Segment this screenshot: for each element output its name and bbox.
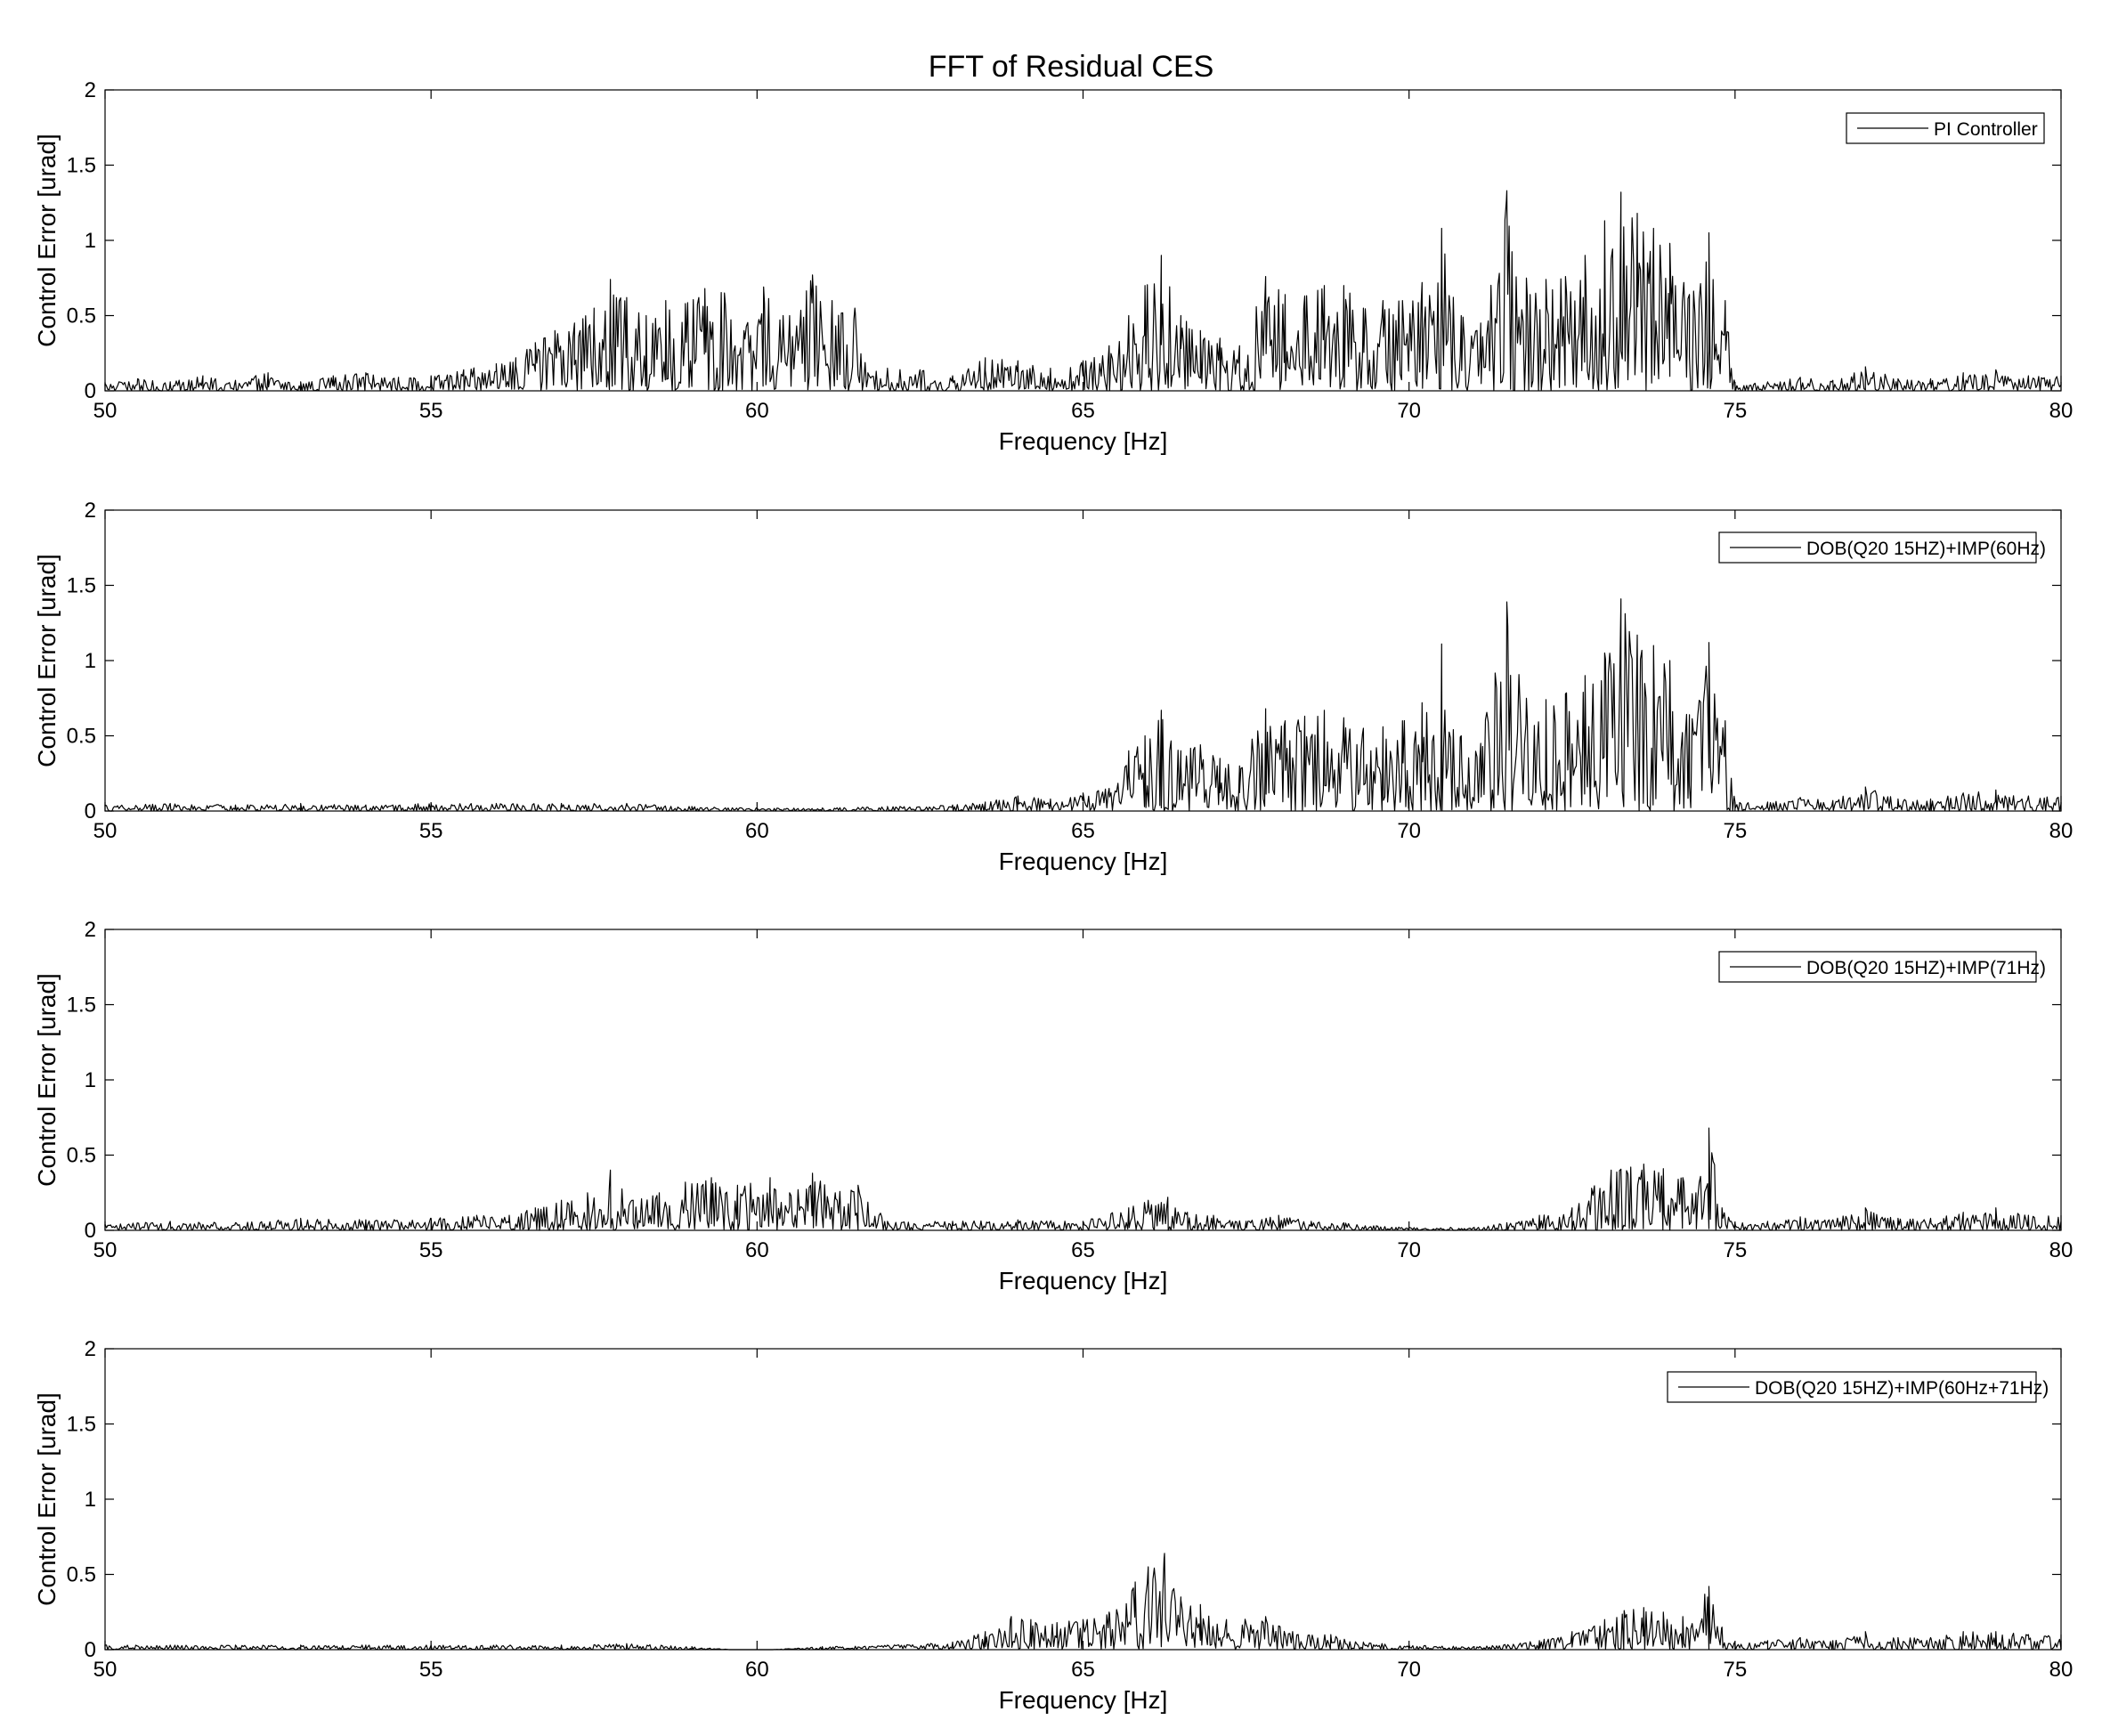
x-tick-label: 70 [1397,819,1421,843]
x-tick-label: 75 [1723,1658,1747,1682]
x-tick-label: 55 [419,1658,443,1682]
x-tick-label: 80 [2049,819,2073,843]
legend-label: PI Controller [1934,119,2038,140]
x-tick-label: 80 [2049,1658,2073,1682]
x-tick-label: 55 [419,399,443,423]
subplot-4: 50 55 60 65 70 75 80 0 0.5 1 1.5 2 Frequency [Hz] Con… [33,1337,2073,1714]
x-tick-label: 75 [1723,1238,1747,1262]
x-tick-label: 60 [745,399,769,423]
y-tick-label: 0.5 [67,725,96,749]
y-tick-label: 0 [85,1219,96,1243]
y-axis-label: Control Error [urad] [33,1392,61,1606]
y-tick-label: 2 [85,918,96,942]
legend-label: DOB(Q20 15HZ)+IMP(60Hz+71Hz) [1755,1378,2049,1399]
x-axis-label: Frequency [Hz] [999,427,1168,455]
y-tick-label: 2 [85,78,96,102]
y-tick-label: 0 [85,799,96,823]
legend: DOB(Q20 15HZ)+IMP(60Hz) [1718,531,2046,564]
subplot-panels: 50 55 60 65 70 75 80 0 0.5 1 1.5 2 Frequency [Hz] Con… [33,78,2073,1714]
series-line [104,1127,2062,1231]
subplot-2: 50 55 60 65 70 75 80 0 0.5 1 1.5 2 Frequency [Hz] Con… [33,499,2073,875]
y-tick-label: 0.5 [67,304,96,329]
y-axis-label: Control Error [urad] [33,134,61,347]
x-tick-label: 80 [2049,1238,2073,1262]
legend-label: DOB(Q20 15HZ)+IMP(60Hz) [1806,539,2046,559]
legend: PI Controller [1846,112,2045,144]
y-tick-label: 1 [85,1068,96,1092]
legend-label: DOB(Q20 15HZ)+IMP(71Hz) [1806,958,2046,978]
x-tick-label: 60 [745,819,769,843]
y-tick-label: 1 [85,649,96,673]
x-tick-label: 65 [1071,819,1095,843]
x-tick-label: 65 [1071,1658,1095,1682]
subplot-1: 50 55 60 65 70 75 80 0 0.5 1 1.5 2 Frequency [Hz] Con… [33,78,2073,455]
x-tick-label: 55 [419,1238,443,1262]
x-tick-label: 65 [1071,1238,1095,1262]
x-tick-label: 70 [1397,1658,1421,1682]
x-tick-label: 65 [1071,399,1095,423]
y-tick-label: 2 [85,499,96,523]
y-axis-label: Control Error [urad] [33,973,61,1187]
y-tick-label: 0 [85,1638,96,1662]
y-tick-label: 2 [85,1337,96,1361]
x-tick-label: 50 [93,1658,118,1682]
y-tick-label: 0.5 [67,1563,96,1587]
y-tick-label: 1 [85,1488,96,1512]
x-axis-label: Frequency [Hz] [999,1267,1168,1294]
y-axis-label: Control Error [urad] [33,554,61,767]
x-axis-label: Frequency [Hz] [999,848,1168,875]
legend: DOB(Q20 15HZ)+IMP(60Hz+71Hz) [1667,1371,2049,1403]
series-line [104,190,2062,392]
y-tick-label: 0 [85,379,96,403]
subplot-3: 50 55 60 65 70 75 80 0 0.5 1 1.5 2 Frequency [Hz] Con… [33,918,2073,1294]
legend: DOB(Q20 15HZ)+IMP(71Hz) [1718,951,2046,983]
x-tick-label: 60 [745,1658,769,1682]
x-tick-label: 50 [93,1238,118,1262]
series-line [104,598,2062,812]
y-tick-label: 1.5 [67,574,96,598]
x-tick-label: 60 [745,1238,769,1262]
plot-area [104,89,2062,392]
x-tick-label: 80 [2049,399,2073,423]
x-tick-label: 70 [1397,1238,1421,1262]
y-tick-label: 1.5 [67,1413,96,1437]
x-tick-label: 55 [419,819,443,843]
y-tick-label: 1.5 [67,994,96,1018]
y-tick-label: 1.5 [67,154,96,178]
figure-title: FFT of Residual CES [929,50,1214,84]
x-tick-label: 75 [1723,819,1747,843]
y-tick-label: 0.5 [67,1144,96,1168]
series-line [104,1553,2062,1651]
x-tick-label: 50 [93,819,118,843]
x-tick-label: 50 [93,399,118,423]
x-axis-label: Frequency [Hz] [999,1686,1168,1714]
x-tick-label: 70 [1397,399,1421,423]
y-tick-label: 1 [85,229,96,253]
x-tick-label: 75 [1723,399,1747,423]
